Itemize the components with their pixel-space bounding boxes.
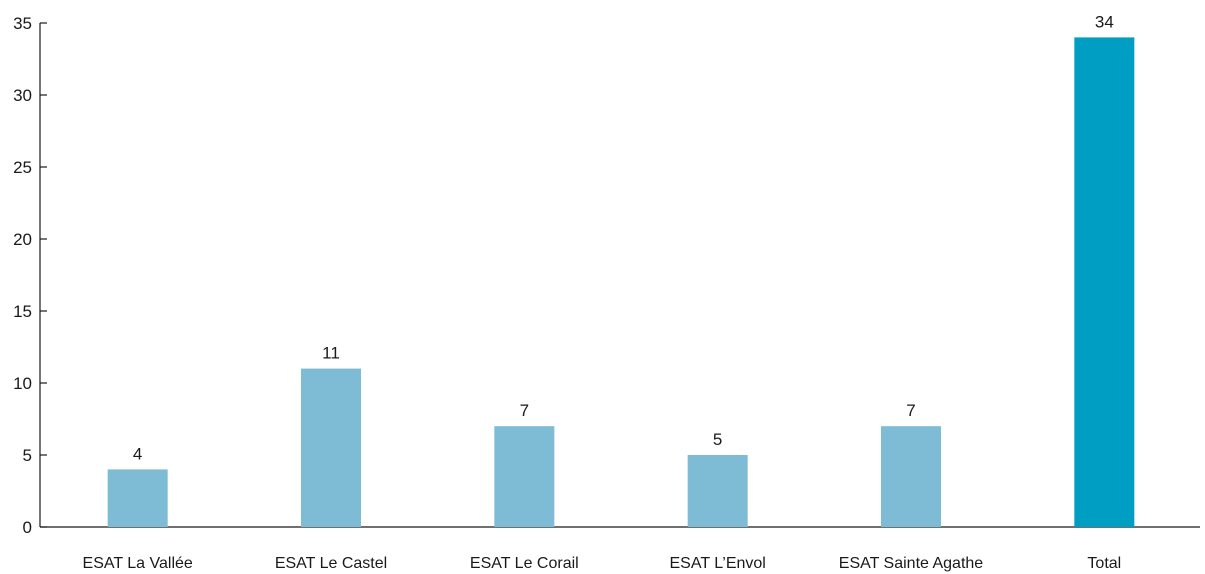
data-label-3: 5 <box>713 430 722 449</box>
bars <box>107 37 1135 528</box>
y-tick-label: 35 <box>13 14 32 33</box>
y-tick-label: 10 <box>13 374 32 393</box>
data-label-4: 7 <box>906 401 915 420</box>
category-label-4: ESAT Sainte Agathe <box>839 555 984 572</box>
axes: 0 5 10 15 20 25 30 35 <box>13 14 1200 537</box>
data-label-0: 4 <box>133 444 142 463</box>
bar-4 <box>881 426 941 527</box>
data-label-2: 7 <box>520 401 529 420</box>
bar-5 <box>1074 37 1135 528</box>
bar-1 <box>301 368 361 527</box>
y-tick-label: 15 <box>13 302 32 321</box>
y-tick-label: 5 <box>23 446 32 465</box>
labels: 4 ESAT La Vallée 11 ESAT Le Castel 7 ESAT Le … <box>83 12 1122 572</box>
bar-0 <box>107 469 168 527</box>
category-label-5: Total <box>1087 555 1121 572</box>
y-tick-label: 25 <box>13 158 32 177</box>
bar-2 <box>494 426 555 527</box>
category-label-2: ESAT Le Corail <box>470 555 579 572</box>
category-label-3: ESAT L’Envol <box>669 555 765 572</box>
bar-3 <box>687 455 748 527</box>
y-tick-label: 0 <box>23 518 32 537</box>
category-label-0: ESAT La Vallée <box>83 555 193 572</box>
data-label-5: 34 <box>1095 12 1114 31</box>
category-label-1: ESAT Le Castel <box>275 555 387 572</box>
y-tick-label: 20 <box>13 230 32 249</box>
data-label-1: 11 <box>322 344 340 363</box>
y-tick-label: 30 <box>13 86 32 105</box>
